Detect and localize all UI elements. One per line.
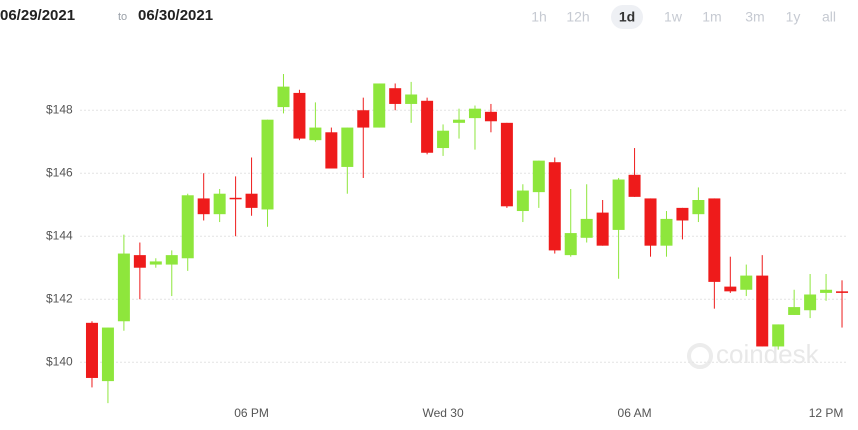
candle-body (708, 198, 721, 282)
candle-body (261, 119, 274, 210)
candle-body (197, 198, 210, 215)
candle-body (181, 195, 194, 259)
x-tick-label: 12 PM (809, 406, 844, 420)
candle-body (309, 127, 322, 141)
date-to-word: to (118, 11, 127, 23)
candle-body (484, 111, 497, 122)
candle-body (357, 110, 370, 128)
candle-body (277, 86, 290, 108)
candle-body (580, 218, 593, 238)
y-tick-label: $142 (46, 291, 73, 305)
candle-body (165, 255, 178, 265)
candle-body (213, 193, 226, 215)
candle-body (245, 193, 258, 208)
candle-body (548, 162, 561, 251)
candle-body (133, 255, 146, 268)
range-button-bg (611, 5, 643, 29)
range-button[interactable]: 1y (786, 9, 801, 25)
candle-body (756, 275, 769, 347)
candle-body (437, 130, 450, 149)
grid (80, 109, 848, 363)
candle-body (564, 233, 577, 256)
candle-body (500, 122, 513, 207)
candle-body (117, 253, 130, 322)
candle-body (596, 212, 609, 246)
candle-body (660, 218, 673, 246)
candle-body (644, 198, 657, 246)
candle-body (341, 127, 354, 167)
range-button[interactable]: 12h (566, 9, 589, 25)
candle-body (788, 307, 801, 315)
candle-body (532, 160, 545, 193)
candle-body (293, 92, 306, 139)
y-tick-label: $140 (46, 354, 73, 368)
x-tick-label: Wed 30 (422, 406, 463, 420)
date-from: 06/29/2021 (0, 7, 75, 24)
candle-body (325, 132, 338, 169)
candle-body (676, 207, 689, 221)
y-tick-label: $146 (46, 165, 73, 179)
date-to: 06/30/2021 (138, 7, 213, 24)
candle-body (453, 119, 466, 123)
candle-body (389, 88, 402, 104)
candle-body (772, 324, 785, 347)
candle-body (692, 200, 705, 215)
candle-body (421, 100, 434, 153)
candle-body (516, 190, 529, 212)
candle-body (804, 294, 817, 311)
watermark: coindesk (687, 339, 820, 369)
candle-body (612, 179, 625, 230)
candle-body (229, 197, 242, 200)
range-button[interactable]: all (822, 9, 836, 25)
candle-body (628, 174, 641, 197)
range-button[interactable]: 1d (619, 9, 635, 25)
candle-body (373, 83, 386, 128)
range-button[interactable]: 1m (702, 9, 721, 25)
x-tick-label: 06 AM (618, 406, 652, 420)
candle-body (820, 289, 833, 293)
candle-body (85, 322, 98, 378)
candle-body (149, 261, 162, 265)
range-button[interactable]: 1w (664, 9, 683, 25)
candle-body (405, 94, 418, 104)
candle-body (724, 286, 737, 292)
range-button[interactable]: 1h (531, 9, 547, 25)
y-tick-label: $144 (46, 228, 73, 242)
watermark-icon (687, 343, 713, 369)
x-tick-label: 06 PM (234, 406, 269, 420)
y-tick-label: $148 (46, 102, 73, 116)
candle-body (836, 291, 849, 293)
range-button[interactable]: 3m (745, 9, 764, 25)
candle-body (101, 327, 114, 382)
candle-body (740, 275, 753, 290)
candle-body (468, 108, 481, 119)
